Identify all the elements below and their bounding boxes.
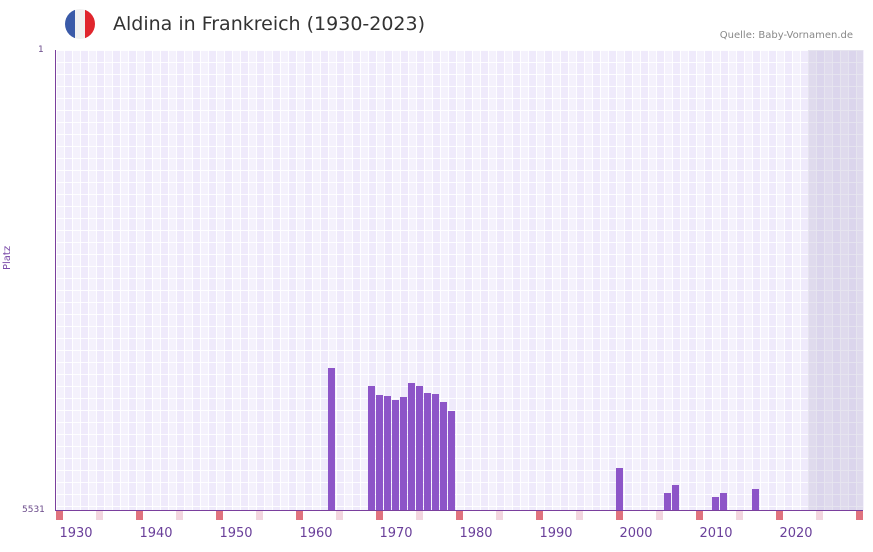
france-flag-icon: [65, 9, 95, 39]
y-tick-top: 1: [38, 45, 44, 55]
bar-1970[interactable]: [392, 400, 399, 510]
x-tick-2010: 2010: [699, 526, 732, 541]
bar-2004[interactable]: [664, 493, 671, 510]
y-axis: [55, 50, 56, 511]
x-tick-2000: 2000: [619, 526, 652, 541]
decade-marker: [56, 511, 63, 520]
decade-marker: [816, 511, 823, 520]
bar-1967[interactable]: [368, 386, 375, 510]
chart-title: Aldina in Frankreich (1930-2023): [113, 13, 425, 35]
bar-1969[interactable]: [384, 396, 391, 510]
decade-marker: [696, 511, 703, 520]
y-tick-bottom: 5531: [22, 505, 45, 515]
x-tick-1950: 1950: [219, 526, 252, 541]
bar-1962[interactable]: [328, 368, 335, 510]
decade-marker: [136, 511, 143, 520]
y-axis-label: Platz: [2, 246, 13, 270]
gridlines: [56, 50, 863, 510]
decade-marker: [336, 511, 343, 520]
x-tick-1980: 1980: [459, 526, 492, 541]
decade-marker: [376, 511, 383, 520]
bar-1974[interactable]: [424, 393, 431, 510]
bar-1972[interactable]: [408, 383, 415, 510]
bar-1998[interactable]: [616, 468, 623, 510]
x-tick-1960: 1960: [299, 526, 332, 541]
x-tick-1940: 1940: [139, 526, 172, 541]
decade-marker: [656, 511, 663, 520]
plot-area: [56, 50, 863, 510]
future-shade: [808, 50, 863, 510]
x-tick-1990: 1990: [539, 526, 572, 541]
bar-1971[interactable]: [400, 397, 407, 510]
x-tick-1970: 1970: [379, 526, 412, 541]
decade-marker: [296, 511, 303, 520]
decade-marker: [256, 511, 263, 520]
decade-marker: [456, 511, 463, 520]
decade-marker: [776, 511, 783, 520]
x-tick-2020: 2020: [779, 526, 812, 541]
bar-2010[interactable]: [712, 497, 719, 510]
bar-1976[interactable]: [440, 402, 447, 510]
bar-1973[interactable]: [416, 386, 423, 510]
decade-marker: [536, 511, 543, 520]
decade-marker: [96, 511, 103, 520]
decade-marker: [736, 511, 743, 520]
source-credit: Quelle: Baby-Vornamen.de: [720, 30, 853, 41]
decade-marker: [616, 511, 623, 520]
decade-marker: [856, 511, 863, 520]
bar-1977[interactable]: [448, 411, 455, 510]
bar-2011[interactable]: [720, 493, 727, 510]
decade-marker: [176, 511, 183, 520]
x-tick-1930: 1930: [59, 526, 92, 541]
bar-1975[interactable]: [432, 394, 439, 510]
decade-marker: [216, 511, 223, 520]
decade-marker: [576, 511, 583, 520]
decade-marker: [416, 511, 423, 520]
decade-marker: [496, 511, 503, 520]
bar-1968[interactable]: [376, 395, 383, 510]
bar-2015[interactable]: [752, 489, 759, 510]
bar-2005[interactable]: [672, 485, 679, 510]
